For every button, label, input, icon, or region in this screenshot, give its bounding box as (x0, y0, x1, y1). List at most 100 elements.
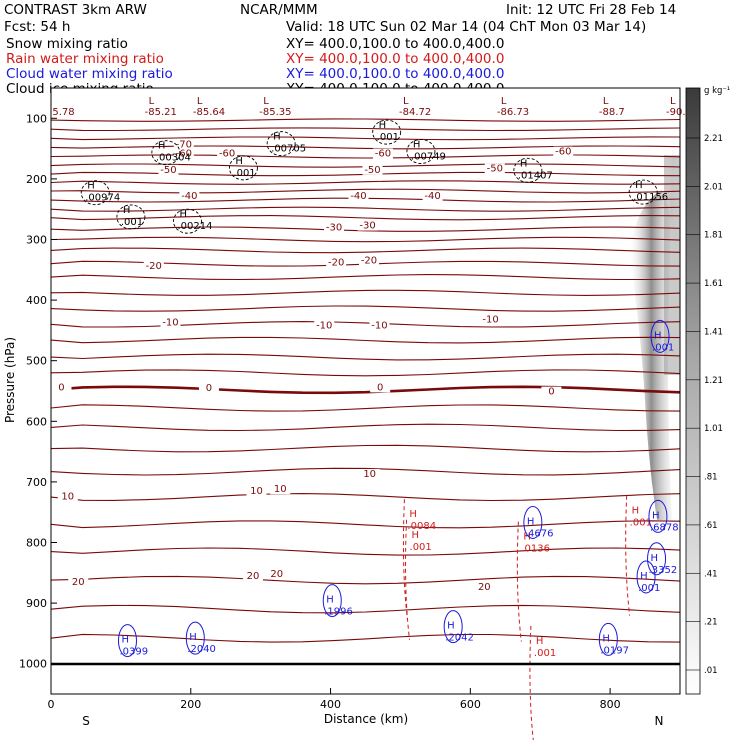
maximum-value-label: .001 (121, 217, 143, 228)
label-layer: -70-60 -60 -60 -60-50 -50 -50-40 -40 -40-30 -30-… (51, 96, 686, 740)
contour-label-bg (173, 148, 194, 159)
maximum-value-label: .001 (233, 168, 255, 179)
cloud-water-contour (650, 319, 670, 353)
temperature-contour (50, 274, 681, 281)
maximum-marker: H (412, 530, 420, 541)
maximum-marker: H (447, 621, 455, 632)
temperature-contour (50, 215, 681, 221)
maximum-marker: H (527, 516, 535, 527)
maximum-marker: H (326, 595, 334, 606)
axes: 0 200 400 600 800100200300400500600700800900… (19, 112, 621, 711)
contour-label-bg (326, 257, 347, 268)
maximum-value-label: .6878 (650, 522, 679, 533)
legend-snow-xy: XY= 400.0,100.0 to 400.0,400.0 (286, 36, 504, 52)
temperature-contour (50, 547, 681, 556)
y-tick-label: 500 (26, 355, 47, 368)
contour-label-bg (362, 164, 383, 175)
temperature-contour (50, 633, 681, 643)
temperature-contour (50, 369, 681, 377)
temperature-contour (50, 136, 681, 141)
temperature-contour-label: 20 (247, 571, 260, 582)
contour-label-bg (160, 317, 181, 328)
temperature-contour (50, 226, 681, 232)
contour-label-bg (359, 469, 380, 480)
temperature-contour-label: -60 (555, 147, 571, 158)
rain-water-contour (529, 625, 534, 740)
rain-water-contour (625, 495, 631, 616)
cloud-water-contour (443, 610, 463, 644)
colorbar-tick-label: 1.41 (704, 327, 723, 337)
shaded-core (664, 155, 680, 375)
rain-water-contour (405, 519, 411, 640)
maximum-marker: H (640, 571, 648, 582)
temperature-contour-label: 20 (478, 582, 491, 593)
contour-label-bg (51, 382, 72, 393)
temperature-contour (50, 604, 681, 614)
temperature-contour (50, 127, 681, 132)
cloud-water-contour (117, 624, 137, 658)
maximum-value-label: .001 (534, 648, 556, 659)
snow-contour (116, 204, 146, 230)
shaded-plume (628, 150, 680, 520)
maximum-value-label: .001 (652, 342, 674, 353)
low-value-label: -88.7 (599, 107, 625, 118)
contour-label-bg (179, 190, 200, 201)
y-tick-label: 600 (26, 415, 47, 428)
y-tick-label: 800 (26, 537, 47, 550)
contour-label-bg (474, 581, 495, 592)
cloud-water-contour (636, 560, 656, 594)
x-axis-title: Distance (km) (324, 712, 408, 726)
temperature-contour-label: 20 (72, 577, 85, 588)
contour-label-bg (173, 139, 194, 150)
temperature-contour-label: -40 (424, 191, 440, 202)
temperature-contour-label: 10 (274, 484, 287, 495)
contour-label-bg (68, 576, 89, 587)
contour-label-bg (553, 146, 574, 157)
snow-contour (406, 139, 436, 164)
legend-rain-label: Rain water mixing ratio (6, 51, 164, 67)
temperature-contour-label: -20 (146, 261, 162, 272)
cloud-water-contour (598, 622, 618, 656)
rain-water-contour (516, 521, 522, 642)
y-tick-label: 100 (26, 112, 47, 125)
contour-label-bg (217, 148, 238, 159)
maximum-value-label: .0084 (407, 521, 436, 532)
model-title: CONTRAST 3km ARW (4, 2, 147, 18)
temperature-contour (50, 247, 681, 254)
maximum-marker: H (273, 132, 281, 143)
x-end-label-north: N (655, 714, 664, 728)
contour-label-bg (266, 569, 287, 580)
temperature-contour-label: -50 (364, 165, 380, 176)
contour-label-bg (357, 220, 378, 231)
cloud-water-contour (648, 499, 668, 533)
maximum-marker: H (536, 636, 544, 647)
low-value-label: -84.72 (399, 107, 431, 118)
colorbar-tick-label: .01 (704, 666, 718, 676)
colorbar-ramp (685, 87, 701, 695)
maximum-marker: H (189, 632, 197, 643)
init-time: Init: 12 UTC Fri 28 Feb 14 (506, 2, 676, 18)
contour-label-bg (348, 190, 369, 201)
colorbar-tick-label: 1.81 (704, 231, 723, 241)
snow-contour (80, 180, 110, 206)
temperature-contour (50, 404, 681, 412)
maximum-marker: H (123, 205, 131, 216)
contour-label-bg (158, 164, 179, 175)
freezing-level-contour (50, 385, 681, 395)
temperature-contour (50, 188, 681, 194)
legend-snow-label: Snow mixing ratio (6, 36, 128, 52)
maximum-value-label: .00304 (156, 153, 191, 164)
maximum-value-label: .00214 (177, 221, 212, 232)
temperature-contour (50, 423, 681, 432)
x-tick-label: 800 (600, 698, 621, 711)
temperature-contour (50, 520, 681, 529)
temperature-contour-label: 10 (250, 486, 263, 497)
maximum-value-label: .3352 (649, 565, 678, 576)
legend-rain-xy: XY= 400.0,100.0 to 400.0,400.0 (286, 51, 504, 67)
x-end-label-south: S (82, 714, 90, 728)
temperature-contour (50, 154, 681, 159)
maximum-marker: H (235, 156, 243, 167)
maximum-marker: H (413, 140, 421, 151)
maximum-marker: H (158, 141, 166, 152)
